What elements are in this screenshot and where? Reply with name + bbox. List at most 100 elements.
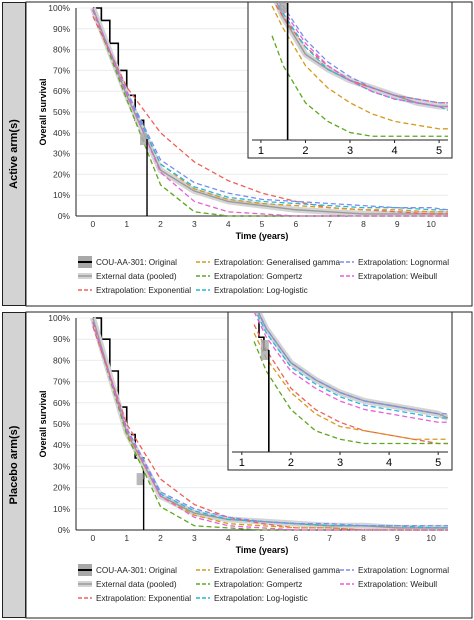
active-legend: COU-AA-301: Original Extrapolation: Gener…	[78, 256, 449, 295]
y-tick-label: 30%	[53, 149, 70, 159]
x-tick-label: 10	[426, 219, 436, 229]
x-axis-title: Time (years)	[236, 545, 289, 555]
legend-label: Extrapolation: Lognormal	[358, 566, 449, 575]
y-tick-label: 60%	[53, 86, 70, 96]
legend-item-extrapolation-weibull: Extrapolation: Weibull	[340, 580, 437, 589]
legend-item-external-data-pooled: External data (pooled)	[78, 580, 177, 589]
inset-plot-area	[253, 313, 448, 452]
legend-label: Extrapolation: Weibull	[358, 580, 437, 589]
legend-label: Extrapolation: Log-logistic	[214, 286, 308, 295]
y-tick-label: 100%	[48, 313, 70, 323]
y-tick-label: 0%	[58, 211, 71, 221]
x-tick-label: 1	[124, 533, 129, 543]
y-tick-label: 50%	[53, 419, 70, 429]
legend-label: Extrapolation: Generalised gamma	[214, 566, 341, 575]
legend-item-cou-aa-301-original: COU-AA-301: Original	[78, 564, 177, 576]
inset-x-tick-label: 1	[239, 457, 245, 469]
inset-x-tick-label: 3	[337, 457, 343, 469]
extrapolation-gompertz-line	[253, 341, 448, 445]
x-tick-label: 7	[327, 219, 332, 229]
x-tick-label: 10	[426, 533, 436, 543]
y-tick-label: 10%	[53, 504, 70, 514]
y-tick-label: 20%	[53, 483, 70, 493]
x-tick-label: 2	[158, 533, 163, 543]
extrapolation-lognormal-line	[92, 322, 448, 527]
legend-item-extrapolation-weibull: Extrapolation: Weibull	[340, 272, 437, 281]
legend-label: COU-AA-301: Original	[96, 566, 177, 575]
inset-x-tick-label: 3	[347, 145, 353, 157]
inset-x-tick-label: 5	[436, 145, 442, 157]
extrapolation-exponential-line	[92, 326, 448, 531]
legend-label: External data (pooled)	[96, 580, 177, 589]
legend-label: Extrapolation: Gompertz	[214, 272, 302, 281]
extrapolation-exponential-line	[273, 3, 448, 104]
legend-label: Extrapolation: Weibull	[358, 272, 437, 281]
y-tick-label: 90%	[53, 334, 70, 344]
x-tick-label: 0	[91, 219, 96, 229]
inset-x-tick-label: 4	[391, 145, 397, 157]
x-tick-label: 6	[293, 533, 298, 543]
y-tick-label: 10%	[53, 190, 70, 200]
y-tick-label: 40%	[53, 440, 70, 450]
y-tick-label: 80%	[53, 355, 70, 365]
x-axis-title: Time (years)	[236, 231, 289, 241]
y-tick-label: 50%	[53, 107, 70, 117]
placebo-arm-label: Placebo arm(s)	[2, 312, 26, 618]
extrapolation-weibull-line	[92, 322, 448, 531]
x-tick-label: 3	[192, 533, 197, 543]
y-tick-label: 80%	[53, 45, 70, 55]
x-tick-label: 5	[260, 219, 265, 229]
extrapolation-exponential-line	[253, 324, 448, 445]
legend-item-extrapolation-exponential: Extrapolation: Exponential	[78, 594, 191, 603]
legend-label: Extrapolation: Log-logistic	[214, 594, 308, 603]
x-tick-label: 6	[293, 219, 298, 229]
y-tick-label: 30%	[53, 461, 70, 471]
km-ci-band	[136, 473, 144, 486]
y-axis-title: Overall survival	[38, 390, 48, 457]
legend-item-extrapolation-gompertz: Extrapolation: Gompertz	[196, 580, 302, 589]
km-ci-band	[140, 133, 148, 146]
extrapolation-weibull-line	[92, 9, 448, 217]
legend-item-extrapolation-lognormal: Extrapolation: Lognormal	[340, 566, 449, 575]
y-tick-label: 100%	[48, 3, 70, 13]
active-arm-label: Active arm(s)	[2, 2, 26, 306]
inset-x-tick-label: 2	[288, 457, 294, 469]
extrapolation-weibull-line	[253, 313, 448, 423]
inset-km-ci-band	[279, 3, 288, 13]
legend-item-external-data-pooled: External data (pooled)	[78, 272, 177, 281]
x-tick-label: 0	[91, 533, 96, 543]
extrapolation-exponential-line	[92, 16, 448, 215]
x-tick-label: 9	[395, 219, 400, 229]
legend-label: Extrapolation: Lognormal	[358, 258, 449, 267]
extrapolation-lognormal-line	[258, 313, 448, 415]
cou-aa-301-original-line	[92, 7, 148, 140]
inset-km-ci-band	[260, 340, 269, 360]
extrapolation-lognormal-line	[92, 9, 449, 211]
y-tick-label: 0%	[58, 525, 71, 535]
y-tick-label: 20%	[53, 169, 70, 179]
x-tick-label: 9	[395, 533, 400, 543]
extrapolation-log-logistic-line	[256, 313, 448, 419]
legend-item-extrapolation-generalised-gamma: Extrapolation: Generalised gamma	[196, 566, 341, 575]
extrapolation-gompertz-line	[271, 35, 448, 137]
legend-item-extrapolation-gompertz: Extrapolation: Gompertz	[196, 272, 302, 281]
y-tick-label: 70%	[53, 65, 70, 75]
legend-label: Extrapolation: Exponential	[96, 594, 191, 603]
legend-item-extrapolation-lognormal: Extrapolation: Lognormal	[340, 258, 449, 267]
x-tick-label: 2	[158, 219, 163, 229]
legend-label: COU-AA-301: Original	[96, 258, 177, 267]
legend-label: Extrapolation: Generalised gamma	[214, 258, 341, 267]
inset-x-tick-label: 4	[386, 457, 392, 469]
inset-x-tick-label: 5	[435, 457, 441, 469]
legend-label: External data (pooled)	[96, 272, 177, 281]
placebo-legend: COU-AA-301: Original Extrapolation: Gener…	[78, 564, 449, 603]
x-tick-label: 8	[361, 219, 366, 229]
y-tick-label: 90%	[53, 24, 70, 34]
y-tick-label: 70%	[53, 377, 70, 387]
extrapolation-generalised-gamma-line	[271, 5, 448, 130]
legend-item-extrapolation-log-logistic: Extrapolation: Log-logistic	[196, 286, 308, 295]
x-tick-label: 1	[124, 219, 129, 229]
x-tick-label: 3	[192, 219, 197, 229]
legend-label: Extrapolation: Exponential	[96, 286, 191, 295]
extrapolation-generalised-gamma-line	[253, 332, 448, 440]
